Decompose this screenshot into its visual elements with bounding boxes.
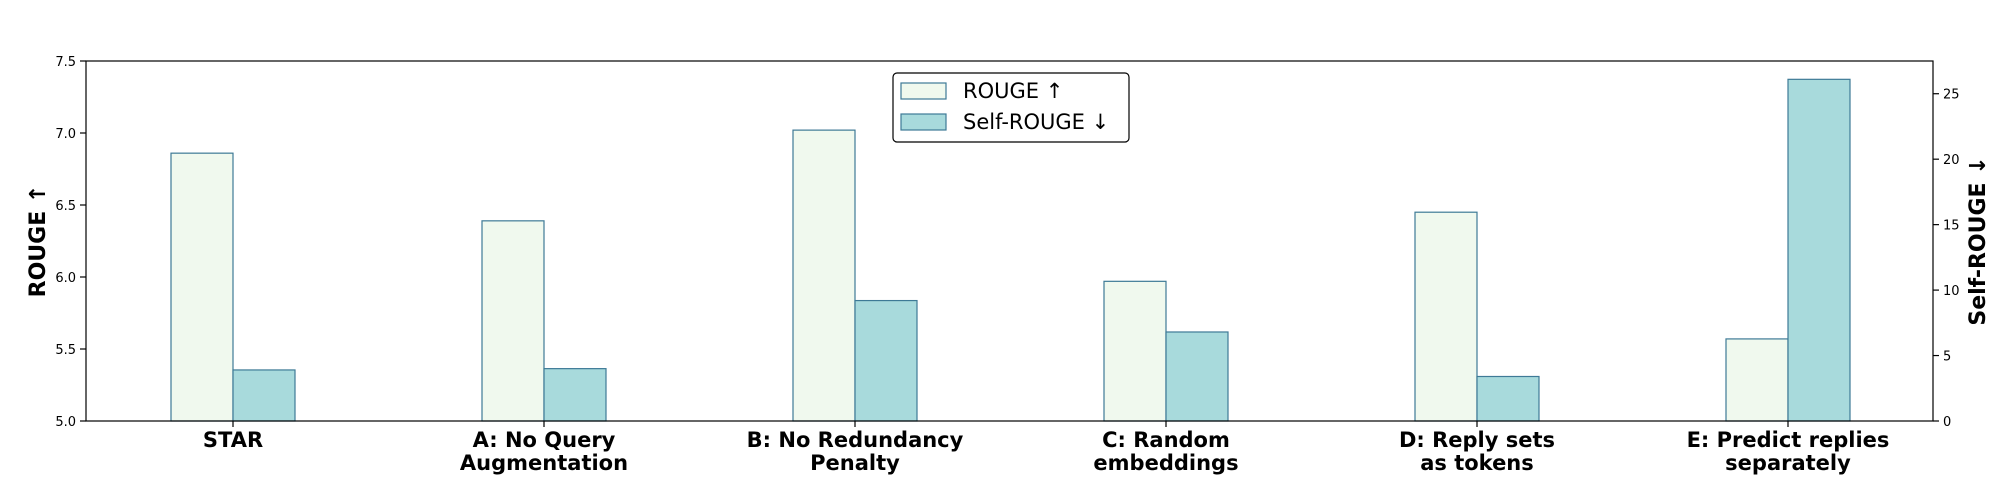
left-tick-label-0: 5.0 xyxy=(55,415,76,430)
x-tick-label-5: E: Predict replies separately xyxy=(1687,428,1890,475)
rouge-bar-2 xyxy=(792,129,856,422)
self-rouge-bar-1 xyxy=(543,368,607,422)
legend-label-0: ROUGE ↑ xyxy=(963,79,1063,103)
y-axis-title-right: Self-ROUGE ↓ xyxy=(1966,156,1991,325)
right-tick-label-5: 25 xyxy=(1943,88,1960,103)
self-rouge-bar-4 xyxy=(1476,375,1540,422)
legend-swatch-0 xyxy=(900,82,947,100)
left-tick-label-1: 5.5 xyxy=(55,343,76,358)
left-tick-label-3: 6.5 xyxy=(55,199,76,214)
self-rouge-bar-3 xyxy=(1165,331,1229,422)
left-tick-label-4: 7.0 xyxy=(55,127,76,142)
x-tick-label-3: C: Random embeddings xyxy=(1093,428,1238,475)
legend-box xyxy=(892,72,1130,143)
self-rouge-bar-2 xyxy=(854,299,918,422)
self-rouge-bar-0 xyxy=(232,369,296,422)
right-tick-label-1: 5 xyxy=(1943,350,1951,365)
right-tick-label-2: 10 xyxy=(1943,284,1960,299)
legend-swatch-1 xyxy=(900,113,947,131)
self-rouge-bar-5 xyxy=(1787,78,1851,422)
rouge-bar-4 xyxy=(1414,211,1478,422)
y-axis-title-left: ROUGE ↑ xyxy=(26,185,51,298)
x-tick-label-4: D: Reply sets as tokens xyxy=(1399,428,1555,475)
legend-label-1: Self-ROUGE ↓ xyxy=(963,110,1109,134)
rouge-bar-3 xyxy=(1103,280,1167,422)
left-tick-label-2: 6.0 xyxy=(55,271,76,286)
rouge-bar-1 xyxy=(481,220,545,422)
plot-frame xyxy=(85,60,1934,422)
x-tick-label-2: B: No Redundancy Penalty xyxy=(747,428,964,475)
left-tick-label-5: 7.5 xyxy=(55,55,76,70)
x-tick-label-1: A: No Query Augmentation xyxy=(460,428,628,475)
rouge-bar-5 xyxy=(1725,338,1789,422)
rouge-bar-0 xyxy=(170,152,234,422)
right-tick-label-3: 15 xyxy=(1943,219,1960,234)
right-tick-label-4: 20 xyxy=(1943,153,1960,168)
right-tick-label-0: 0 xyxy=(1943,415,1951,430)
x-tick-label-0: STAR xyxy=(203,428,263,452)
